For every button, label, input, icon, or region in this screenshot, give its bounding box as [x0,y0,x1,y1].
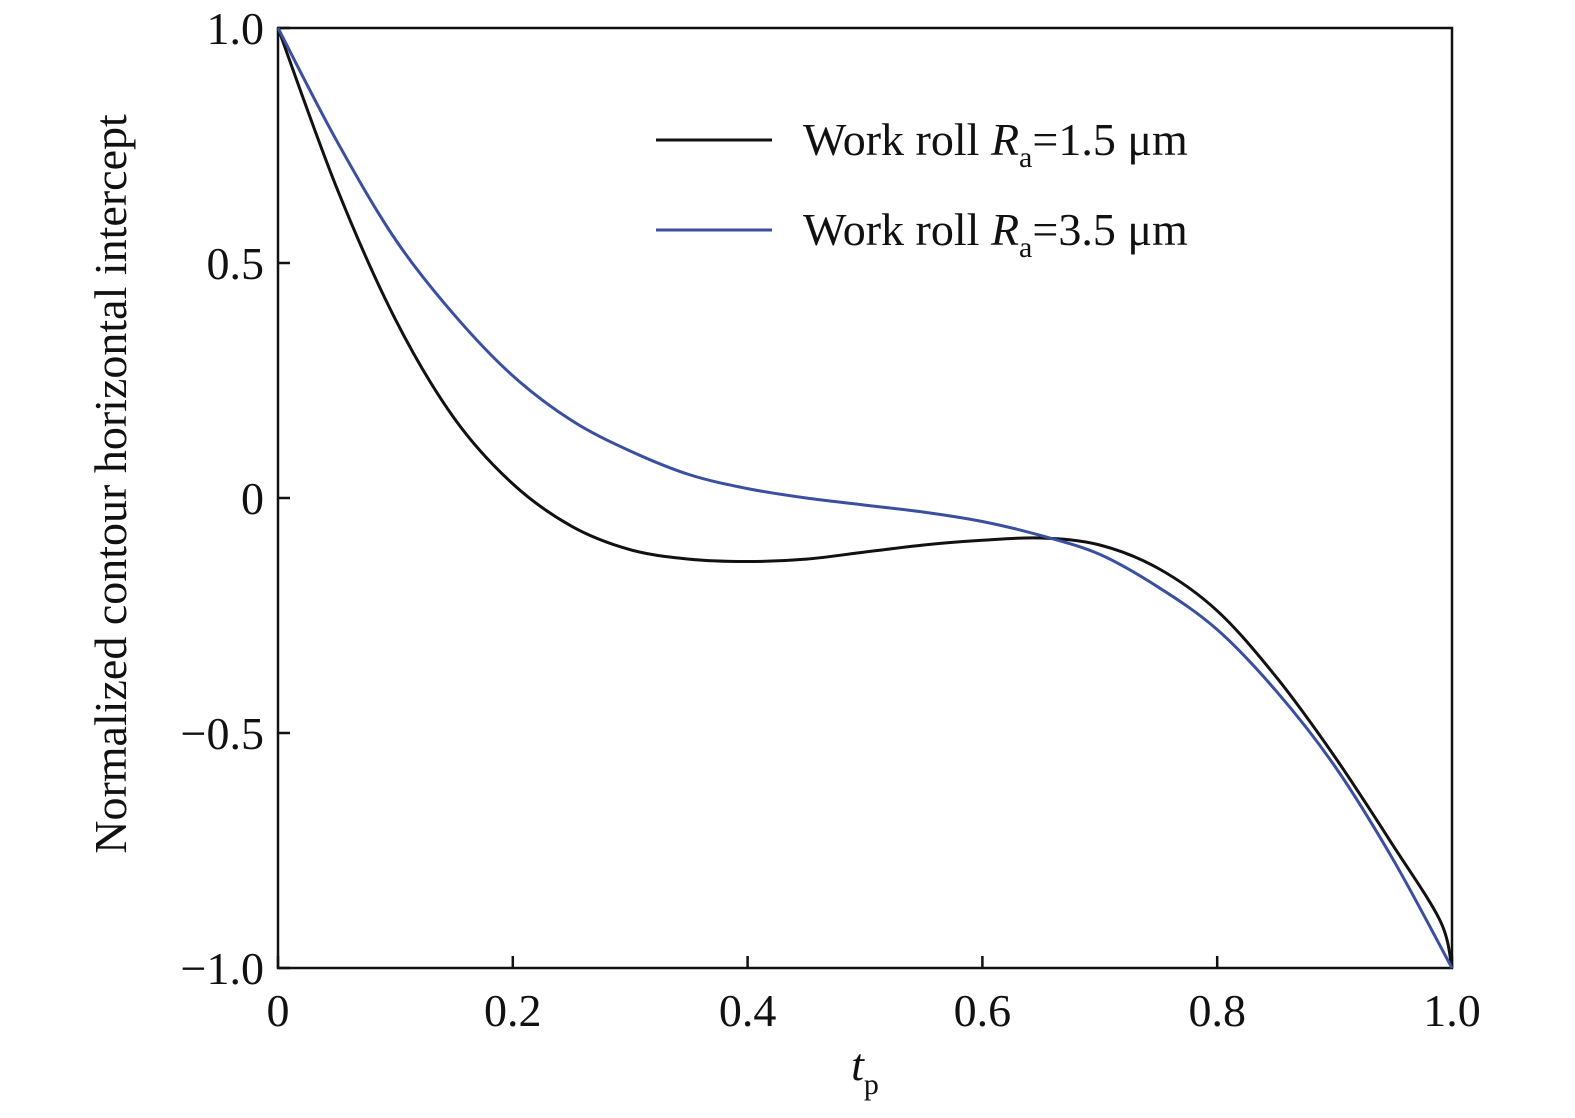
series-lines [276,27,1454,969]
legend-item: Work roll Ra=1.5 μm [656,114,1188,174]
series-line-1 [276,27,1454,969]
legend-item: Work roll Ra=3.5 μm [656,204,1188,264]
x-tick-label: 0 [267,985,290,1036]
y-tick-label: 0 [241,473,264,524]
x-tick-label: 1.0 [1423,985,1481,1036]
legend-label: Work roll Ra=1.5 μm [803,114,1188,174]
x-axis-label-sub: p [864,1068,879,1101]
y-tick-label: 1.0 [207,3,265,54]
x-tick-label: 0.6 [954,985,1012,1036]
x-axis-label: tp [851,1039,879,1101]
y-axis: 1.0 0.5 0 −0.5 −1.0 [181,3,290,994]
legend-label-suffix: =3.5 μm [1032,204,1188,255]
y-tick-label: −0.5 [181,708,264,759]
legend-label-sub: a [1019,231,1032,264]
plot-area: 0 0.2 0.4 0.6 0.8 1.0 1.0 0.5 0 −0.5 −1.0 [181,3,1481,1036]
y-tick-label: −1.0 [181,943,264,994]
plot-frame [276,26,1454,970]
legend-label-suffix: =1.5 μm [1032,114,1188,165]
legend-label-symbol: R [990,204,1019,255]
x-tick-label: 0.4 [719,985,777,1036]
x-tick-label: 0.8 [1188,985,1246,1036]
y-axis-label: Normalized contour horizontal intercept [85,114,136,854]
legend-label: Work roll Ra=3.5 μm [803,204,1188,264]
legend: Work roll Ra=1.5 μm Work roll Ra=3.5 μm [656,114,1188,264]
legend-label-prefix: Work roll [803,204,991,255]
series-line-0 [276,27,1454,969]
x-axis: 0 0.2 0.4 0.6 0.8 1.0 [267,956,1481,1036]
legend-label-symbol: R [990,114,1019,165]
x-axis-label-main: t [851,1039,865,1090]
y-tick-label: 0.5 [207,238,265,289]
legend-label-sub: a [1019,141,1032,174]
x-tick-label: 0.2 [484,985,542,1036]
legend-label-prefix: Work roll [803,114,991,165]
